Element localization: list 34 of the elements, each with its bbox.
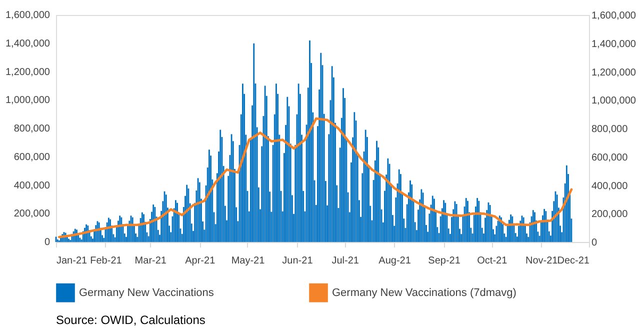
- x-tick-label: Sep-21: [428, 256, 461, 266]
- x-tick-label: Dec-21: [557, 256, 590, 266]
- y-tick-label: 1,600,000: [6, 10, 50, 21]
- x-tick-label: Nov-21: [526, 256, 558, 266]
- y2-tick-label: 1,600,000: [592, 10, 636, 22]
- y-tick-label: 0: [44, 237, 50, 248]
- legend-label: Germany New Vaccinations (7dmavg): [332, 286, 516, 299]
- x-tick-label: Mar-21: [134, 256, 167, 266]
- x-tick-label: Jul-21: [332, 256, 360, 266]
- x-tick-label: Jun-21: [282, 256, 314, 266]
- y2-tick-label: 0: [592, 238, 598, 248]
- x-tick-label: Apr-21: [185, 256, 216, 266]
- x-tick-label: Oct-21: [477, 256, 508, 266]
- x-tick-label: May-21: [231, 256, 266, 266]
- y-tick-label: 1,400,000: [6, 38, 50, 50]
- y-tick-label: 1,200,000: [6, 66, 50, 78]
- x-tick-label: Aug-21: [378, 256, 412, 266]
- y-tick-label: 800,000: [14, 124, 50, 134]
- y-tick-label: 1,000,000: [6, 95, 50, 106]
- y-tick-label: 400,000: [14, 180, 50, 192]
- x-tick-label: Feb-21: [90, 256, 122, 266]
- y2-tick-label: 400,000: [592, 180, 628, 192]
- y2-tick-label: 600,000: [592, 152, 628, 164]
- line-series: [58, 117, 573, 238]
- y2-tick-label: 1,200,000: [592, 67, 636, 78]
- y2-tick-label: 200,000: [592, 209, 628, 220]
- legend-label: Germany New Vaccinations: [79, 286, 214, 299]
- y-tick-label: 200,000: [14, 208, 50, 220]
- y2-tick-label: 1,000,000: [592, 96, 636, 107]
- y2-tick-label: 1,400,000: [592, 38, 636, 50]
- y-tick-label: 600,000: [14, 152, 50, 163]
- x-tick-label: Jan-21: [56, 256, 88, 266]
- y2-tick-label: 800,000: [592, 124, 628, 135]
- source-note: Source: OWID, Calculations: [56, 313, 206, 327]
